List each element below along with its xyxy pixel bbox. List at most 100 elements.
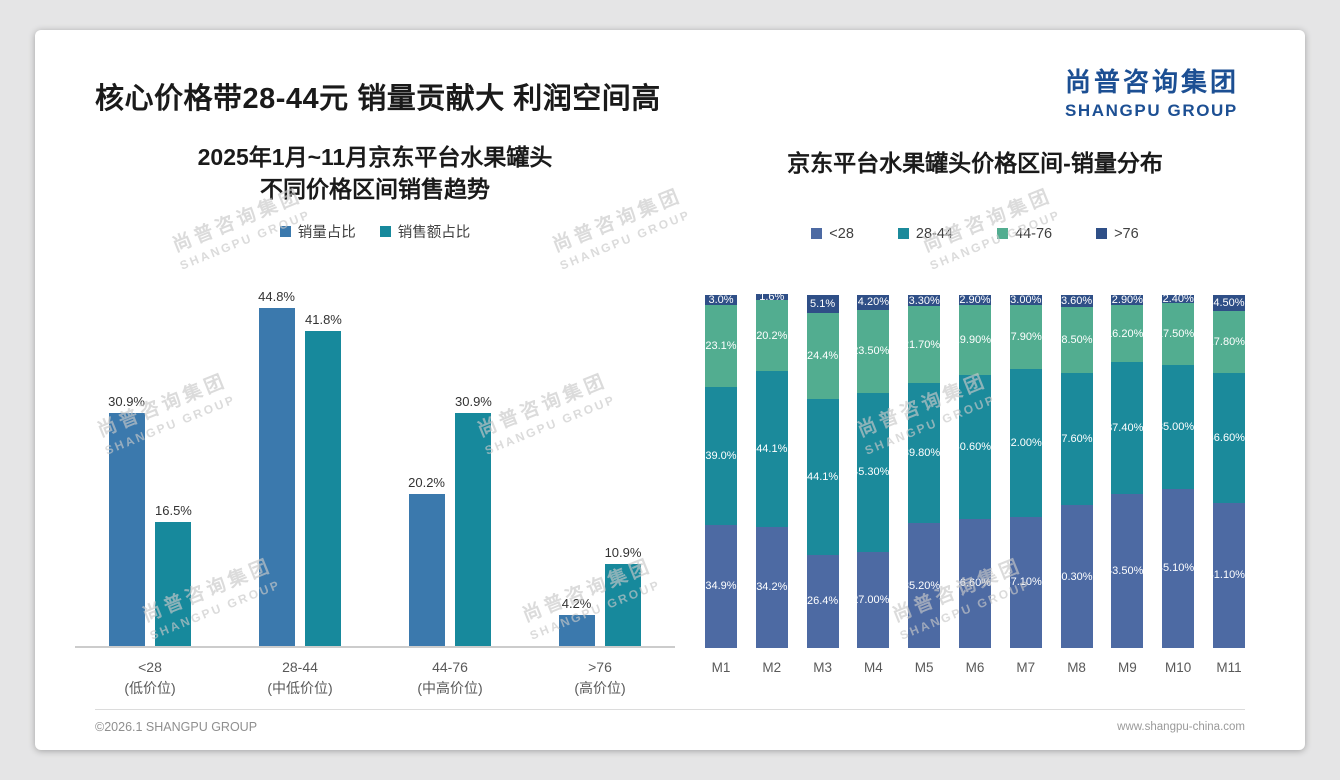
stacked-segment: 21.70% [908,306,941,383]
stacked-segment: 3.00% [1009,294,1042,307]
segment-value-label: 21.70% [908,338,941,351]
month-label: M3 [813,659,832,675]
segment-value-label: 44.1% [806,470,839,483]
stacked-segment: 44.1% [755,371,788,528]
bar-wrap: 20.2% [408,475,445,647]
stacked-segment: 2.90% [958,294,991,306]
left-chart-title-line2: 不同价格区间销售趋势 [260,175,490,202]
stacked-segment: 23.50% [857,309,890,393]
segment-value-label: 20.2% [756,329,788,342]
legend-item: 销售额占比 [379,221,470,242]
bar-wrap: 16.5% [155,503,192,647]
segment-value-label: 40.60% [959,440,991,453]
stacked-segment: 19.90% [958,305,991,376]
stacked-segment: 34.2% [755,527,788,648]
segment-value-label: 27.00% [857,594,890,607]
stacked-segment: 4.50% [1212,294,1245,311]
bar-value-label: 10.9% [604,545,642,561]
stacked-segment: 18.50% [1060,307,1093,373]
segment-value-label: 35.00% [1162,420,1195,433]
stacked-segment: 36.60% [1212,373,1245,503]
bar-sales-volume [258,308,295,647]
stacked-bar-plot: 34.9% 39.0% 23.1% 3.0% 34.2% 44.1% 20.2% 1.6% 26… [695,291,1255,648]
right-chart-legend: <28 28-44 44-76 >76 [695,226,1255,242]
segment-value-label: 39.80% [908,447,941,460]
segment-value-label: 3.00% [1010,294,1042,307]
bar-wrap: 44.8% [258,289,295,647]
segment-value-label: 5.1% [810,297,836,310]
segment-value-label: 41.10% [1213,569,1245,582]
segment-value-label: 36.60% [959,577,991,590]
slide: 核心价格带28-44元 销量贡献大 利润空间高 尚普咨询集团 SHANGPU G… [35,30,1305,750]
bar-wrap: 30.9% [108,394,145,647]
segment-value-label: 45.10% [1162,562,1195,575]
segment-value-label: 3.0% [708,294,734,307]
stacked-segment: 27.00% [857,552,890,648]
grouped-bar-plot: 30.9% 16.5% 44.8% 41.8% 20.2% 30.9% 4.2% 10.9% [75,256,675,649]
logo: 尚普咨询集团 SHANGPU GROUP [1065,62,1239,121]
segment-value-label: 24.4% [806,349,839,362]
bar-wrap: 10.9% [604,545,642,647]
stacked-bar: 34.9% 39.0% 23.1% 3.0% [705,294,737,648]
stacked-bar: 40.30% 37.60% 18.50% 3.60% [1060,294,1093,648]
stacked-segment: 17.80% [1212,310,1245,374]
legend-item: 44-76 [997,226,1052,242]
footer-website: www.shangpu-china.com [1117,721,1245,733]
stacked-bar: 43.50% 37.40% 16.20% 2.90% [1111,293,1144,648]
stacked-segment: 24.4% [806,312,839,399]
stacked-segment: 3.30% [908,294,941,307]
stacked-bar: 41.10% 36.60% 17.80% 4.50% [1212,294,1245,648]
segment-value-label: 2.90% [1111,293,1143,306]
stacked-bar: 35.20% 39.80% 21.70% 3.30% [908,294,941,648]
bar-group: 20.2% 30.9% [389,394,511,647]
stacked-segment: 34.9% [705,524,737,648]
legend-label: >76 [1114,225,1139,242]
legend-item: 销量占比 [279,221,356,242]
left-chart-legend: 销量占比 销售额占比 [75,221,675,242]
legend-swatch [897,228,909,240]
legend-swatch [997,228,1008,240]
segment-value-label: 17.80% [1213,336,1245,349]
bar-value-label: 16.5% [155,502,192,518]
bar-value-label: 30.9% [455,394,492,410]
logo-english-text: SHANGPU GROUP [1064,101,1238,120]
bar-sales-volume [558,614,595,647]
segment-value-label: 18.50% [1061,334,1093,347]
stacked-segment: 45.10% [1162,488,1195,648]
segment-value-label: 40.30% [1061,570,1093,583]
month-label: M6 [965,659,985,675]
stacked-bar-chart: 京东平台水果罐头价格区间-销量分布 <28 28-44 44-76 >76 34.9%… [695,148,1255,675]
segment-value-label: 34.2% [756,581,788,594]
left-chart-title-line1: 2025年1月~11月京东平台水果罐头 [197,144,553,170]
segment-value-label: 37.10% [1010,576,1042,589]
stacked-segment: 23.1% [705,305,737,387]
stacked-segment: 43.50% [1111,494,1144,648]
bar-value-label: 44.8% [258,289,295,305]
stacked-segment: 26.4% [806,554,839,648]
segment-value-label: 3.30% [908,294,940,307]
stacked-segment: 37.40% [1111,362,1144,495]
stacked-bar: 34.2% 44.1% 20.2% 1.6% [755,291,788,648]
stacked-segment: 2.90% [1111,293,1144,306]
segment-value-label: 36.60% [1213,432,1245,445]
legend-swatch [811,228,823,240]
category-label: <28 (低价位) [124,659,176,696]
right-chart-title: 京东平台水果罐头价格区间-销量分布 [787,150,1163,176]
segment-value-label: 34.9% [705,580,737,593]
footer-copyright: ©2026.1 SHANGPU GROUP [95,720,258,734]
stacked-segment: 1.6% [755,291,788,303]
stacked-segment: 16.20% [1111,305,1144,363]
stacked-segment: 5.1% [806,294,839,313]
segment-value-label: 45.30% [857,466,890,479]
month-label: M4 [864,659,883,675]
month-label: M10 [1165,659,1192,675]
bar-sales-volume [108,413,145,647]
bar-sales-revenue [155,521,192,647]
bar-group: 4.2% 10.9% [539,545,661,647]
segment-value-label: 2.40% [1162,293,1194,305]
legend-label: 44-76 [1015,225,1053,242]
segment-value-label: 17.90% [1010,330,1042,343]
segment-value-label: 43.50% [1111,564,1144,577]
stacked-bar: 27.00% 45.30% 23.50% 4.20% [857,294,890,648]
segment-value-label: 26.4% [806,595,839,608]
